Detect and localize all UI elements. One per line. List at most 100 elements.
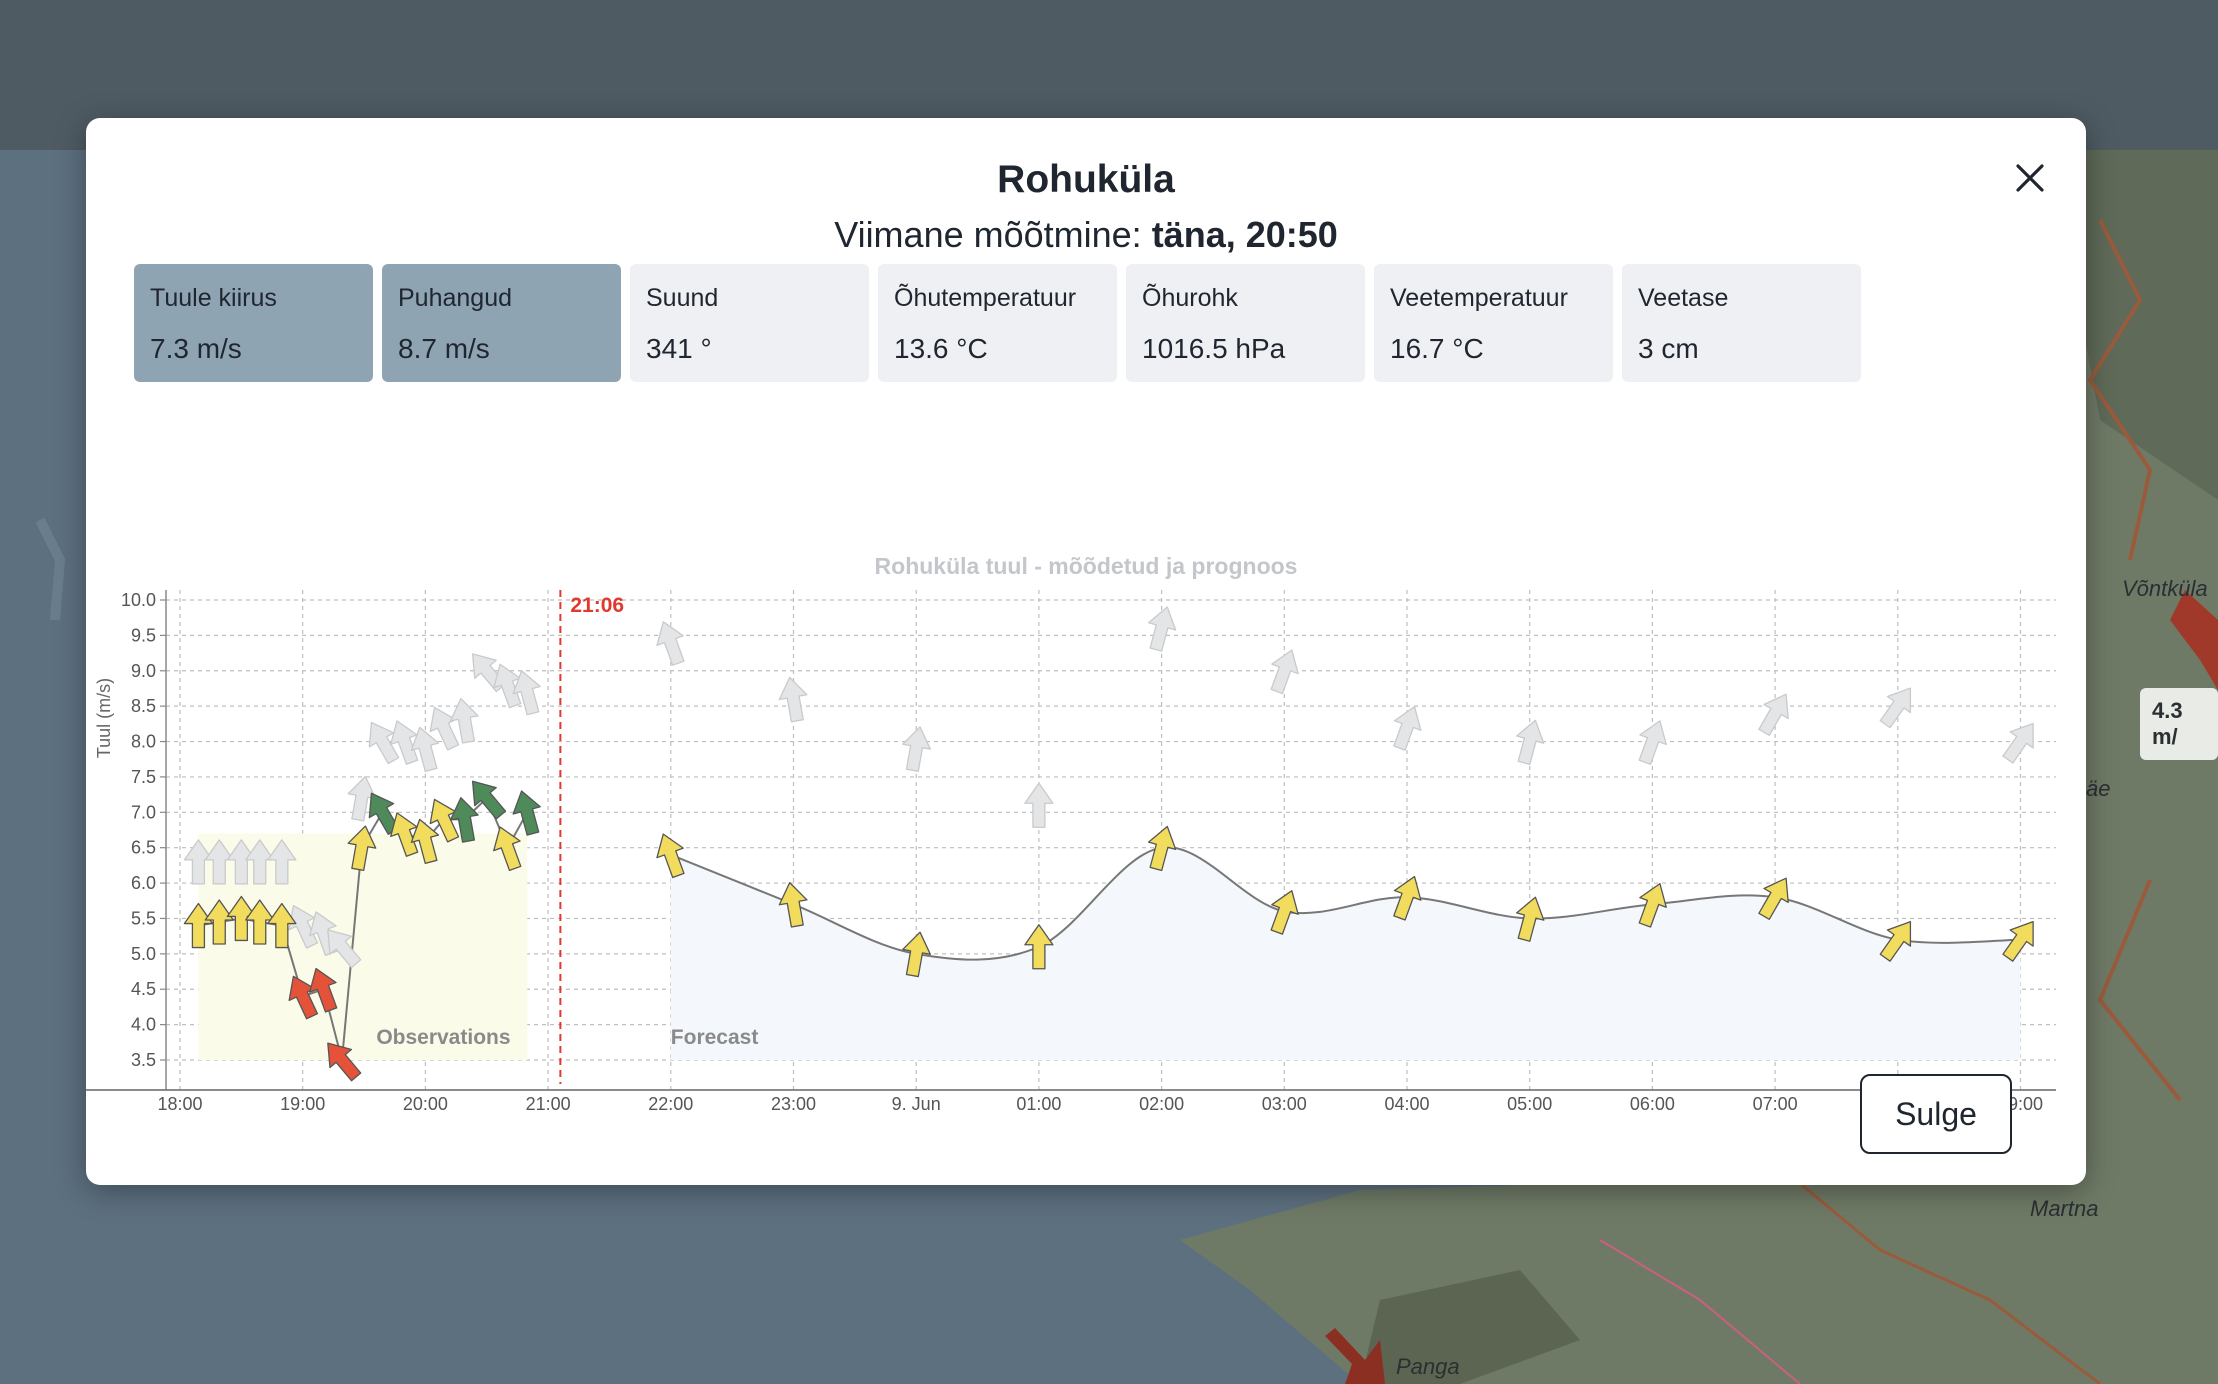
gust-arrow [512, 670, 541, 716]
wind-arrow [512, 790, 541, 836]
observations-label: Observations [376, 1026, 510, 1049]
gust-arrow [368, 721, 400, 765]
wind-arrow [183, 902, 214, 949]
x-tick-label: 06:00 [1630, 1094, 1675, 1114]
wind-arrow [410, 818, 440, 865]
wind-arrow [347, 825, 377, 872]
wind-arrow [1758, 877, 1789, 920]
y-tick-label: 4.0 [131, 1015, 156, 1035]
stat-water-temperature[interactable]: Veetemperatuur 16.7 °C [1374, 264, 1613, 382]
y-tick-label: 9.5 [131, 625, 156, 645]
gust-arrow [267, 839, 297, 885]
map-label-partial: äe [2086, 776, 2111, 801]
wind-arrow [368, 792, 400, 836]
y-tick-label: 6.5 [131, 838, 156, 858]
stat-label: Õhurohk [1142, 284, 1238, 312]
wind-arrow [309, 967, 338, 1013]
x-tick-label: 9. Jun [892, 1094, 941, 1114]
gust-arrow [656, 621, 685, 666]
x-tick-label: 19:00 [280, 1094, 325, 1114]
x-tick-label: 22:00 [648, 1094, 693, 1114]
forecast-area [670, 847, 2021, 1060]
gust-arrow [1516, 719, 1545, 765]
now-label: 21:06 [570, 594, 624, 617]
x-tick-label: 03:00 [1262, 1094, 1307, 1114]
gust-arrow [327, 929, 362, 969]
wind-arrow [327, 1042, 362, 1082]
map-label-panga: Panga [1396, 1354, 1460, 1379]
stat-air-temperature[interactable]: Õhutemperatuur 13.6 °C [878, 264, 1117, 382]
map-wind-badge[interactable]: 4.3 m/ [2140, 688, 2218, 760]
last-measurement: Viimane mõõtmine: täna, 20:50 [86, 214, 2086, 256]
y-tick-label: 3.5 [131, 1050, 156, 1070]
wind-arrow [204, 899, 234, 945]
stat-value: 341 ° [646, 333, 712, 364]
gust-arrow [245, 839, 275, 885]
stat-air-pressure[interactable]: Õhurohk 1016.5 hPa [1126, 264, 1365, 382]
stat-label: Veetase [1638, 284, 1729, 312]
gust-arrow [449, 697, 479, 744]
y-tick-label: 5.0 [131, 944, 156, 964]
gust-arrow [347, 775, 377, 822]
wind-arrow [778, 881, 808, 928]
y-tick-label: 5.5 [131, 908, 156, 928]
x-tick-label: 18:00 [157, 1094, 202, 1114]
last-measurement-value: täna, 20:50 [1151, 214, 1338, 255]
x-tick-label: 07:00 [1753, 1094, 1798, 1114]
wind-arrow [656, 833, 685, 879]
wind-chart-area: Rohuküla tuul - mõõdetud ja prognoos Tuul… [86, 418, 2086, 1138]
gust-arrow [1879, 687, 1912, 729]
modal-title: Rohuküla [997, 158, 1175, 201]
wind-arrow [1024, 924, 1054, 970]
wind-arrow [267, 902, 297, 949]
stat-label: Puhangud [398, 284, 513, 312]
x-tick-label: 04:00 [1384, 1094, 1429, 1114]
chart-title: Rohuküla tuul - mõõdetud ja prognoos [875, 553, 1298, 579]
wind-arrow [902, 931, 931, 978]
stat-label: Suund [646, 284, 719, 312]
stat-label: Tuule kiirus [150, 284, 277, 312]
close-button[interactable]: Sulge [1860, 1074, 2012, 1154]
map-label-martna: Martna [2030, 1196, 2099, 1221]
y-tick-label: 8.0 [131, 732, 156, 752]
gust-arrow [778, 676, 808, 723]
wind-arrow [245, 899, 275, 945]
gust-arrow [902, 726, 931, 772]
gust-arrow [204, 839, 234, 885]
y-tick-label: 4.5 [131, 979, 156, 999]
y-tick-label: 6.0 [131, 873, 156, 893]
stat-value: 16.7 °C [1390, 333, 1484, 364]
y-tick-label: 8.5 [131, 696, 156, 716]
map-label-vontkula: Võntküla [2122, 576, 2208, 601]
close-icon[interactable] [2002, 150, 2058, 206]
gust-arrow [493, 663, 522, 709]
station-modal: Rohuküla Viimane mõõtmine: täna, 20:50 T… [86, 118, 2086, 1185]
wind-arrow [429, 798, 460, 843]
y-tick-label: 10.0 [121, 590, 156, 610]
stat-wind-speed[interactable]: Tuule kiirus 7.3 m/s [134, 264, 373, 382]
y-tick-label: 7.5 [131, 767, 156, 787]
wind-arrow [493, 826, 522, 872]
x-tick-label: 23:00 [771, 1094, 816, 1114]
stat-water-level[interactable]: Veetase 3 cm [1622, 264, 1861, 382]
stat-value: 13.6 °C [894, 333, 988, 364]
stat-gusts[interactable]: Puhangud 8.7 m/s [382, 264, 621, 382]
last-measurement-label: Viimane mõõtmine: [834, 214, 1152, 255]
chart-ylabel: Tuul (m/s) [94, 678, 114, 758]
stat-label: Õhutemperatuur [894, 284, 1077, 312]
x-tick-label: 21:00 [526, 1094, 571, 1114]
stat-value: 1016.5 hPa [1142, 333, 1286, 364]
stat-value: 3 cm [1638, 333, 1699, 364]
wind-chart: Rohuküla tuul - mõõdetud ja prognoos Tuul… [86, 553, 2056, 1114]
y-tick-label: 9.0 [131, 661, 156, 681]
gust-arrow [410, 726, 440, 773]
gust-arrow [1393, 706, 1422, 751]
wind-arrow [471, 780, 507, 820]
wind-arrow [1879, 921, 1912, 962]
stat-direction[interactable]: Suund 341 ° [630, 264, 869, 382]
x-tick-label: 20:00 [403, 1094, 448, 1114]
gust-arrow [2002, 722, 2034, 764]
stat-value: 7.3 m/s [150, 333, 242, 364]
wind-arrow [1638, 882, 1667, 928]
gust-arrow [1024, 782, 1054, 828]
